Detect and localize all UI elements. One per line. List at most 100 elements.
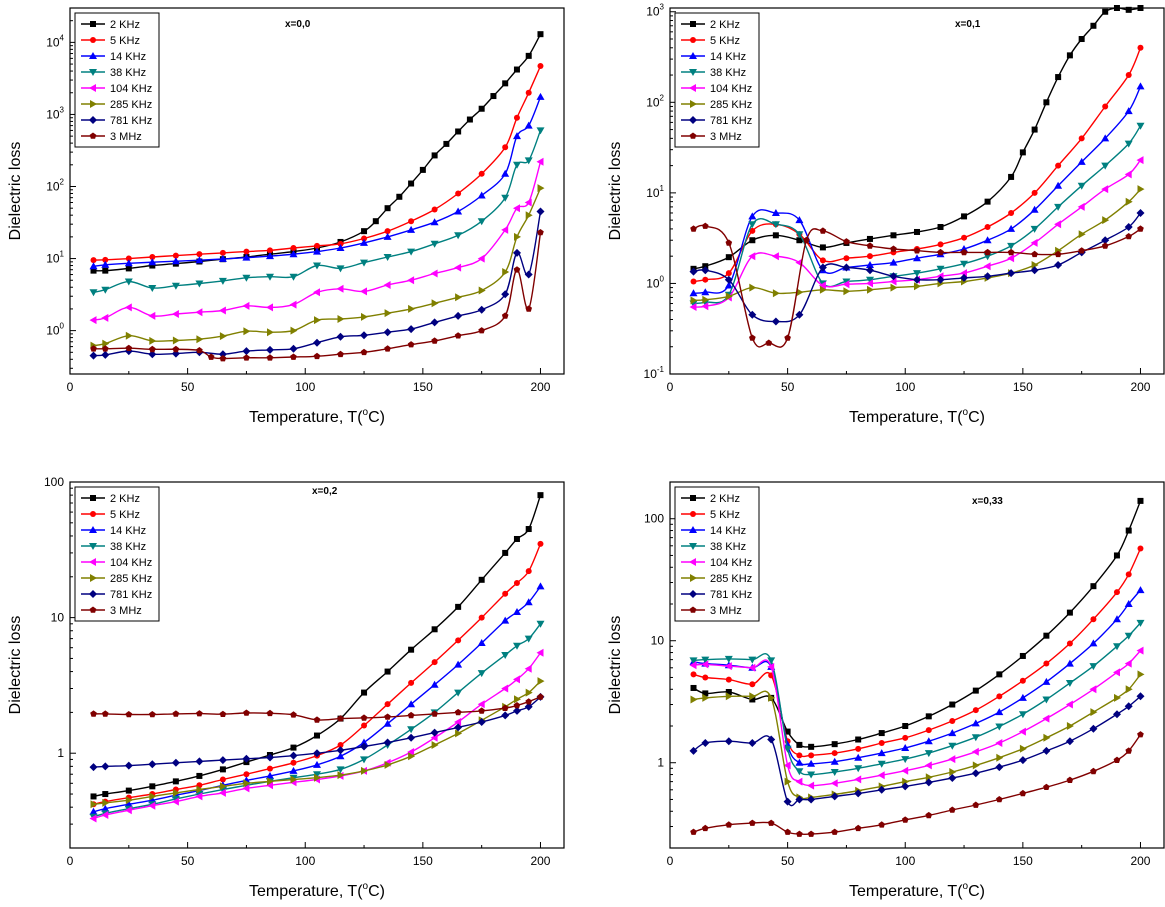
data-point [89, 289, 98, 297]
data-point [171, 310, 179, 318]
data-point [502, 268, 510, 276]
data-point [537, 492, 544, 499]
series-6 [90, 677, 545, 809]
legend-label: 104 KHz [110, 83, 152, 95]
data-point [513, 642, 521, 650]
data-point [972, 801, 980, 808]
data-point [1113, 615, 1121, 623]
legend-marker [89, 558, 96, 566]
data-point [454, 332, 462, 339]
data-point [148, 760, 157, 769]
data-point [396, 193, 403, 200]
data-point [477, 718, 486, 726]
data-point [1030, 225, 1039, 233]
legend-marker [690, 511, 696, 517]
data-point [819, 285, 827, 294]
data-point [913, 275, 921, 284]
data-point [384, 760, 392, 769]
data-point [266, 247, 273, 254]
data-point [124, 800, 133, 808]
data-point [454, 689, 463, 697]
data-point [454, 723, 463, 732]
data-point [1077, 182, 1086, 190]
data-point [984, 248, 991, 256]
data-point [102, 791, 109, 798]
data-point [1018, 711, 1027, 719]
data-point [807, 771, 816, 779]
data-point [1065, 659, 1074, 667]
data-point [1090, 22, 1097, 29]
data-point [768, 693, 776, 702]
data-point [842, 280, 850, 289]
data-point [196, 347, 203, 354]
data-point [843, 238, 850, 245]
data-point [1089, 685, 1097, 694]
data-point [796, 830, 803, 837]
data-point [454, 708, 462, 716]
data-point [454, 311, 463, 320]
legend-marker [90, 100, 97, 108]
data-point [1007, 248, 1015, 256]
data-point [948, 729, 957, 737]
data-point [431, 206, 438, 213]
series-line [93, 696, 541, 721]
data-point [89, 814, 97, 823]
data-point [290, 245, 297, 252]
data-point [925, 811, 933, 819]
data-point [455, 190, 462, 197]
legend-marker [689, 132, 697, 139]
x-tick-label: 0 [67, 380, 74, 394]
legend-marker [89, 606, 97, 613]
data-point [101, 313, 109, 322]
data-point [765, 339, 773, 346]
data-point [490, 93, 497, 100]
data-point [361, 312, 368, 321]
data-point [689, 746, 698, 755]
data-point [454, 232, 463, 240]
data-point [360, 738, 368, 746]
data-point [1078, 135, 1085, 142]
data-point [854, 789, 863, 798]
legend-label: 104 KHz [710, 557, 752, 569]
data-point [501, 652, 510, 659]
legend: 2 KHz 5 KHz 14 KHz 38 KHz 104 KHz 285 KHz 781 … [674, 486, 760, 622]
data-point [289, 250, 298, 258]
data-point [101, 260, 110, 268]
series-line [93, 680, 541, 805]
data-point [1031, 126, 1038, 133]
data-point [807, 781, 815, 790]
data-point [360, 756, 368, 764]
series-5 [89, 648, 544, 823]
data-point [102, 345, 109, 352]
legend-label: 285 KHz [110, 99, 152, 111]
y-tick-label: 100 [644, 512, 664, 526]
data-point [1031, 189, 1038, 196]
legend-marker [89, 52, 97, 59]
data-point [407, 248, 416, 256]
data-point [502, 549, 509, 556]
legend-label: 285 KHz [710, 573, 752, 585]
data-point [195, 308, 203, 317]
x-tick-label: 50 [181, 380, 195, 394]
data-point [408, 304, 416, 313]
data-point [984, 198, 991, 205]
data-point [455, 603, 462, 610]
legend-label: 38 KHz [110, 541, 146, 553]
data-point [1101, 242, 1109, 249]
x-tick-label: 150 [413, 854, 433, 868]
data-point [795, 231, 804, 239]
data-point [243, 327, 251, 336]
x-tick-label: 200 [530, 854, 550, 868]
data-point [360, 714, 368, 721]
data-point [454, 660, 463, 668]
data-point [384, 345, 391, 352]
data-point [501, 704, 509, 711]
panel-title: x=0,1 [955, 19, 981, 30]
data-point [1030, 266, 1039, 275]
data-point [877, 760, 886, 768]
data-point [513, 132, 521, 140]
data-point [243, 354, 250, 361]
data-point [784, 828, 791, 835]
data-point [1043, 783, 1050, 790]
data-point [172, 788, 180, 797]
